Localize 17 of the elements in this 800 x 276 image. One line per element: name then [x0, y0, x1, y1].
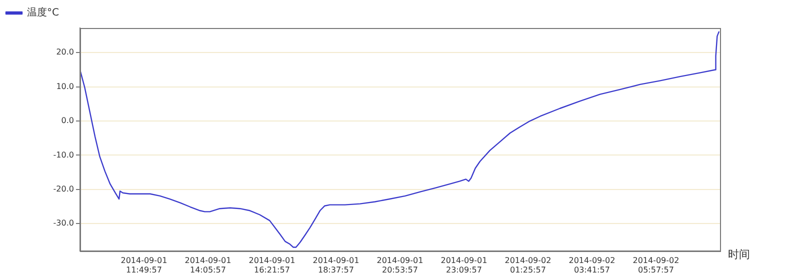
y-tick-label: 10.0	[56, 82, 74, 91]
x-tick-label: 2014-09-01 23:09:57	[440, 256, 488, 274]
x-tick-label: 2014-09-02 01:25:57	[504, 256, 552, 274]
x-tick-label: 2014-09-01 18:37:57	[312, 256, 360, 274]
x-tick-label: 2014-09-01 14:05:57	[184, 256, 232, 274]
y-tick-label: -30.0	[53, 218, 74, 228]
x-tick-label: 2014-09-02 03:41:57	[568, 256, 616, 274]
y-tick-label: -20.0	[53, 184, 74, 194]
x-tick-label: 2014-09-01 11:49:57	[120, 256, 168, 274]
x-tick-label: 2014-09-01 16:21:57	[248, 256, 296, 274]
x-axis-title: 时间	[728, 248, 750, 261]
legend-label: 温度°C	[27, 6, 59, 19]
y-tick-label: 20.0	[56, 48, 74, 57]
y-tick-label: 0.0	[61, 116, 74, 126]
x-tick-label: 2014-09-01 20:53:57	[376, 256, 424, 274]
x-tick-label: 2014-09-02 05:57:57	[632, 256, 680, 274]
y-tick-label: -10.0	[53, 150, 74, 160]
